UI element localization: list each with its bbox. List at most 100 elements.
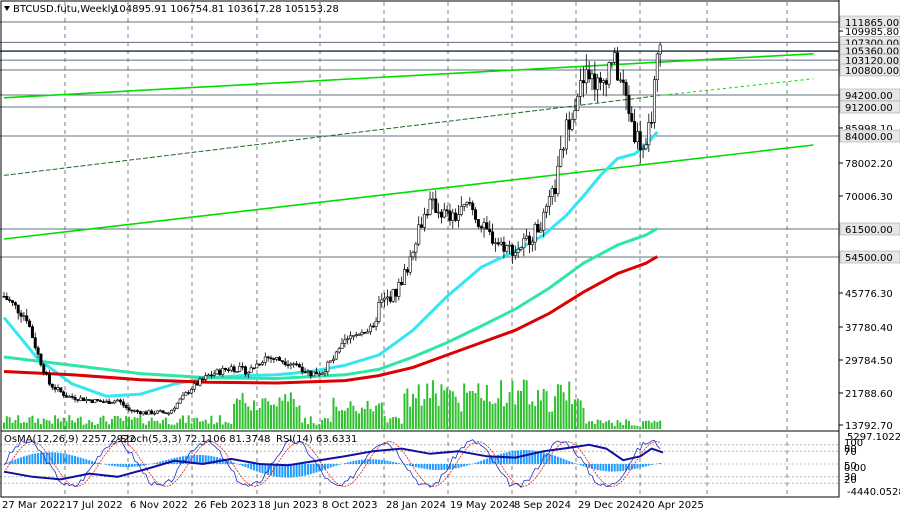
price-level-box (839, 129, 900, 143)
volume-bar (79, 416, 82, 429)
osma-bar (312, 464, 315, 474)
volume-bar (34, 422, 37, 429)
candle-body (397, 282, 401, 297)
osma-bar (551, 454, 554, 464)
volume-bar (519, 390, 522, 429)
candle-body (33, 337, 37, 349)
candle-body (383, 297, 387, 301)
price-tick-label: 109985.80 (845, 27, 899, 38)
price-level-box (839, 250, 900, 264)
osma-bar (457, 464, 460, 468)
volume-bar (272, 404, 275, 429)
candle-body (420, 224, 424, 228)
candle-body (170, 409, 174, 414)
osma-bar (125, 464, 128, 468)
candle-body (618, 79, 622, 82)
volume-bar (593, 423, 596, 429)
candle-body (417, 224, 421, 245)
candle-body (351, 335, 355, 337)
volume-bar (644, 420, 647, 429)
osma-bar (108, 464, 111, 466)
candle-body (445, 209, 449, 212)
osma-bar (437, 464, 440, 471)
osma-bar (639, 464, 642, 468)
volume-bar (477, 383, 480, 429)
volume-bar (491, 404, 494, 429)
osma-bar (409, 464, 412, 466)
osma-bar (448, 464, 451, 470)
volume-bar (579, 400, 582, 429)
osma-bar (252, 464, 255, 471)
dropdown-triangle-icon[interactable] (4, 6, 10, 11)
osma-bar (164, 460, 167, 464)
osma-bar (14, 459, 17, 464)
price-tick-label: 70006.30 (845, 192, 893, 203)
candle-body (616, 52, 620, 81)
volume-bar (534, 406, 537, 429)
candle-body (50, 383, 54, 388)
candle-body (459, 206, 463, 215)
osma-bar (644, 464, 647, 467)
volume-bar (150, 417, 153, 429)
candle-body (101, 401, 105, 403)
osma-bar (68, 454, 71, 464)
volume-bar (511, 381, 514, 429)
volume-bar (500, 380, 503, 429)
osma-bar (474, 462, 477, 464)
trend-lines (3, 52, 814, 240)
volume-bar (198, 421, 201, 429)
volume-bar (82, 424, 85, 429)
volume-bar (108, 424, 111, 429)
ema-lines (2, 131, 659, 398)
candle-body (158, 410, 162, 413)
candle-body (164, 412, 168, 414)
osma-bar (133, 464, 136, 467)
volume-bar (642, 421, 645, 429)
volume-bar (468, 391, 471, 429)
osma-bar (480, 460, 483, 464)
volume-bar (554, 396, 557, 429)
volume-bar (573, 399, 576, 429)
volume-bar (51, 423, 54, 429)
volume-bar (196, 417, 199, 429)
osma-bar (619, 464, 622, 472)
volume-bar (568, 381, 571, 429)
osma-bar (244, 464, 247, 468)
candle-body (573, 110, 577, 120)
osma-bar (579, 464, 582, 466)
osma-bar (446, 464, 449, 470)
symbol-label: BTCUSD.futu,Weekly (13, 4, 116, 15)
candle-body (476, 219, 480, 227)
osma-bar (31, 454, 34, 464)
osma-bar (301, 464, 304, 477)
osma-bar (85, 459, 88, 464)
candle-body (652, 79, 656, 123)
volume-bar (448, 390, 451, 429)
osma-bar (323, 464, 326, 470)
candle-body (485, 222, 489, 230)
osma-bar (440, 464, 443, 471)
osma-bar (315, 464, 318, 473)
candle-body (545, 205, 549, 213)
osma-bar (56, 452, 59, 464)
volume-bar (218, 415, 221, 429)
candle-body (45, 372, 49, 375)
osma-bar (534, 450, 537, 464)
candle-body (533, 224, 537, 243)
volume-bar (338, 410, 341, 429)
candle-body (201, 378, 205, 381)
volume-bar (619, 422, 622, 429)
volume-bar (318, 423, 321, 429)
osma-bar (45, 452, 48, 464)
candle-body (468, 202, 472, 204)
candle-body (527, 235, 531, 245)
indicator-subwindow (0, 438, 839, 489)
volume-bar (485, 385, 488, 429)
volume-bar (386, 422, 389, 429)
osma-bar (460, 464, 463, 468)
osma-bar (156, 462, 159, 464)
candle-body (323, 371, 327, 374)
candle-body (238, 365, 242, 372)
osma-bar (389, 461, 392, 464)
